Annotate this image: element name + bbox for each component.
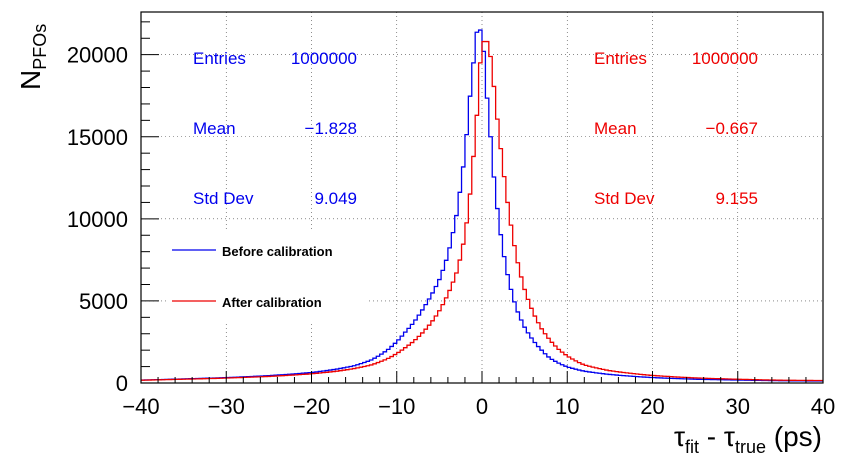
y-axis-title-main: N (15, 70, 46, 90)
stats-box-after: Entries 1000000 Mean −0.667 Std Dev 9.15… (594, 49, 758, 208)
y-tick-label: 0 (116, 371, 128, 396)
axis-ticks (140, 21, 824, 384)
stats-after-mean-value: −0.667 (706, 119, 758, 138)
legend-label-before: Before calibration (222, 244, 333, 259)
x-axis-title-dash: - (699, 421, 724, 452)
legend-background (166, 232, 366, 322)
y-tick-label: 10000 (67, 207, 128, 232)
y-tick-label: 20000 (67, 43, 128, 68)
stats-before-entries-value: 1000000 (291, 49, 357, 68)
x-tick-label: 10 (555, 394, 579, 419)
x-axis-title-tau-true: τ (724, 421, 735, 452)
x-axis-title: τfit - τtrue (ps) (674, 421, 822, 457)
stats-after-std-value: 9.155 (715, 189, 758, 208)
x-tick-label: −40 (122, 394, 159, 419)
y-axis-title: NPFOs (15, 24, 50, 90)
x-tick-label: 0 (476, 394, 488, 419)
x-tick-label: 30 (726, 394, 750, 419)
series-before-calibration-line (141, 29, 823, 382)
x-tick-label: 40 (811, 394, 835, 419)
x-tick-label: −20 (293, 394, 330, 419)
stats-after-entries-value: 1000000 (692, 49, 758, 68)
y-tick-label: 5000 (79, 289, 128, 314)
y-tick-label: 15000 (67, 125, 128, 150)
x-tick-label: −30 (208, 394, 245, 419)
x-axis-title-sub-fit: fit (685, 437, 699, 457)
x-axis-title-unit: (ps) (766, 421, 822, 452)
tick-labels: −40 −30 −20 −10 0 10 20 30 40 0 5000 10000 15000 2000… (67, 43, 835, 419)
stats-after-std-label: Std Dev (594, 189, 655, 208)
x-tick-label: 20 (640, 394, 664, 419)
stats-after-entries-label: Entries (594, 49, 647, 68)
stats-before-std-label: Std Dev (193, 189, 254, 208)
series-after-calibration-line (141, 40, 823, 382)
legend: Before calibration After calibration (166, 232, 366, 322)
x-axis-title-tau-fit: τ (674, 421, 685, 452)
stats-before-std-value: 9.049 (314, 189, 357, 208)
x-tick-label: −10 (378, 394, 415, 419)
stats-before-mean-value: −1.828 (305, 119, 357, 138)
stats-before-entries-label: Entries (193, 49, 246, 68)
x-axis-title-sub-true: true (735, 437, 766, 457)
stats-box-before: Entries 1000000 Mean −1.828 Std Dev 9.04… (193, 49, 357, 208)
y-axis-title-sub: PFOs (30, 24, 50, 70)
legend-label-after: After calibration (222, 295, 322, 310)
stats-before-mean-label: Mean (193, 119, 236, 138)
stats-after-mean-label: Mean (594, 119, 637, 138)
